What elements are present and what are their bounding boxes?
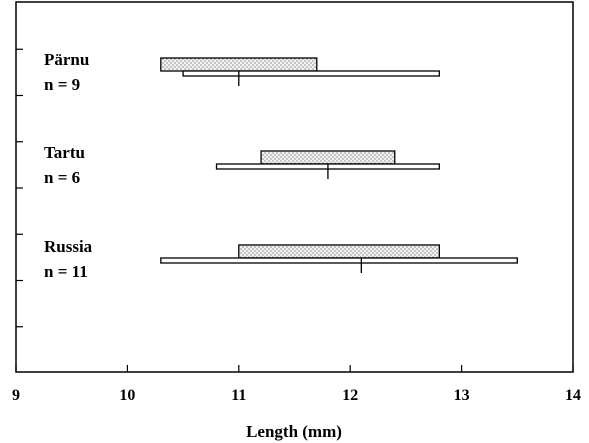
dotted-range-bar [260, 150, 396, 165]
group-n-label: n = 6 [44, 168, 80, 187]
x-tick-label: 13 [454, 387, 470, 404]
group-label: Pärnu [44, 50, 89, 69]
x-tick-label: 11 [231, 387, 246, 404]
group-label: Tartu [44, 143, 85, 162]
x-tick-label: 9 [12, 387, 20, 404]
groups: Pärnu n = 9 Tartu n = 6 Russia n = 11 [44, 50, 518, 281]
group-n-label: n = 9 [44, 75, 80, 94]
dotted-range-bar [238, 244, 440, 259]
group-tartu: Tartu n = 6 [44, 143, 440, 187]
white-range-bar [160, 257, 518, 264]
x-tick-label: 10 [119, 387, 135, 404]
group-prnu: Pärnu n = 9 [44, 50, 440, 94]
dotted-range-bar [160, 57, 318, 72]
y-ticks [16, 48, 23, 328]
group-n-label: n = 11 [44, 262, 88, 281]
group-russia: Russia n = 11 [44, 237, 518, 281]
x-tick-label: 14 [565, 387, 581, 404]
white-range-bar [182, 70, 440, 77]
x-axis-title: Length (mm) [246, 422, 342, 441]
plot-frame [15, 1, 574, 373]
group-label: Russia [44, 237, 93, 256]
x-tick-label: 12 [342, 387, 358, 404]
x-axis: 9 10 11 12 13 14 [12, 365, 581, 404]
